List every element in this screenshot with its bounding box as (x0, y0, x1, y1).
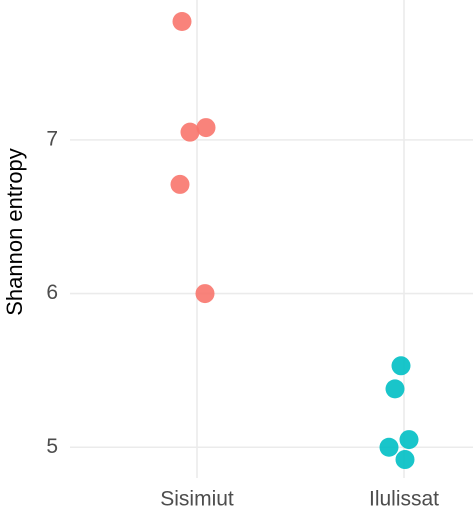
point (180, 122, 200, 142)
point (385, 379, 405, 399)
point (195, 284, 215, 304)
x-tick-label: Ilulissat (369, 488, 439, 511)
y-tick-label: 6 (46, 281, 58, 304)
point (170, 174, 190, 194)
x-tick-label: Sisimiut (160, 488, 234, 511)
y-tick-label: 7 (46, 127, 58, 150)
point (391, 356, 411, 376)
point (196, 118, 216, 138)
point (395, 450, 415, 470)
point (379, 437, 399, 457)
y-tick-label: 5 (46, 435, 58, 458)
point (399, 430, 419, 450)
y-axis-title: Shannon entropy (2, 148, 27, 316)
point (172, 12, 192, 32)
